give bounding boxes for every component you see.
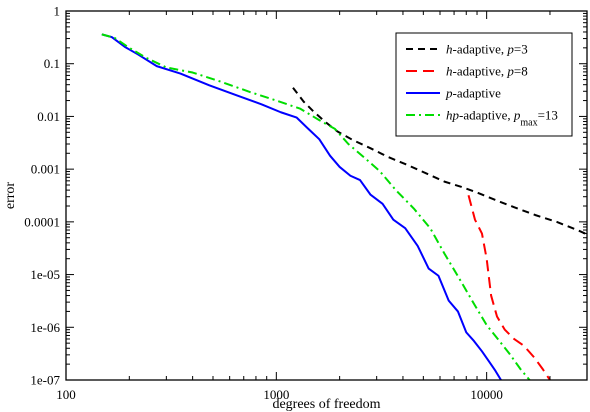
series-line-1 (292, 87, 587, 236)
y-tick-label: 0.1 (44, 56, 60, 71)
x-tick-label: 1000 (263, 387, 289, 402)
y-tick-label: 0.0001 (24, 214, 60, 229)
series-line-4 (101, 33, 531, 380)
y-tick-label: 0.001 (31, 162, 60, 177)
legend-label-4: hp-adaptive, pmax=13 (446, 108, 558, 129)
y-tick-label: 1e-07 (30, 373, 60, 388)
y-axis-title: error (3, 182, 18, 210)
legend-box (395, 32, 573, 137)
legend-label-2: h-adaptive, p=8 (446, 64, 528, 79)
y-tick-label: 1 (54, 4, 61, 19)
legend: h-adaptive, p=3 h-adaptive, p=8 p-adaptive… (395, 32, 573, 137)
axis-tick-labels: 100 1000 10000 1 0.1 0.01 0.001 0.0001 1e-05 1e-0… (24, 4, 503, 403)
axis-ticks (65, 10, 588, 381)
x-tick-label: 100 (56, 387, 76, 402)
series-line-3 (101, 33, 502, 380)
y-tick-label: 1e-05 (30, 267, 60, 282)
series-line-2 (467, 194, 551, 380)
legend-label-1: h-adaptive, p=3 (446, 42, 528, 57)
plot-frame (65, 10, 588, 381)
x-axis-title: degrees of freedom (272, 397, 380, 412)
plot-area (101, 33, 587, 380)
legend-label-3: p-adaptive (445, 86, 501, 101)
y-tick-label: 1e-06 (30, 320, 60, 335)
x-tick-label: 10000 (470, 387, 503, 402)
y-tick-label: 0.01 (37, 109, 60, 124)
